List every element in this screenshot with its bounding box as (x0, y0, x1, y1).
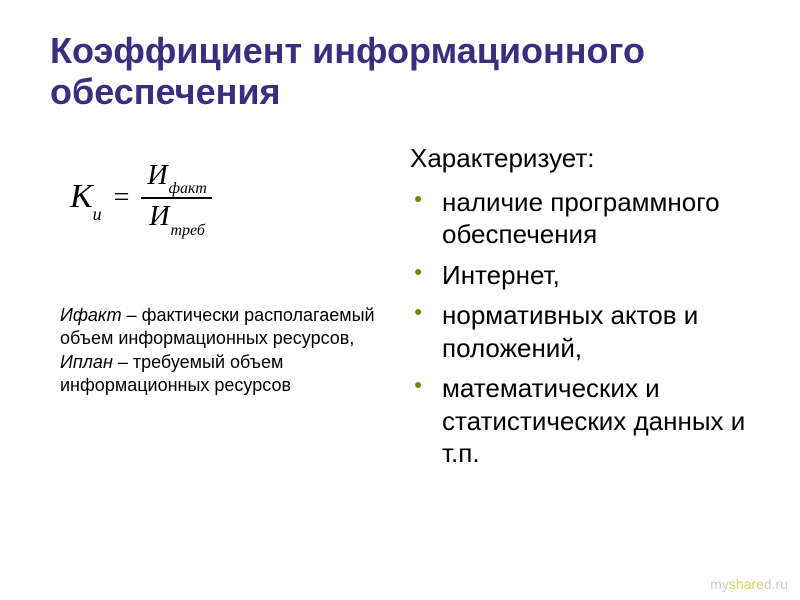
watermark-share: share (729, 576, 764, 592)
watermark-dru: d.ru (764, 576, 788, 592)
bullet-list: наличие программного обеспечения Интерне… (410, 186, 760, 470)
numerator-sub: факт (169, 180, 207, 197)
equals-sign: = (114, 182, 130, 214)
list-item: нормативных актов и положений, (410, 299, 760, 364)
list-item: Интернет, (410, 259, 760, 292)
numerator: Ифакт (141, 158, 211, 200)
left-column: Ки = Ифакт Итреб Ифакт – фактически расп… (50, 143, 380, 478)
watermark: myshared.ru (710, 576, 788, 592)
formula-lhs: Ки (70, 178, 102, 219)
fraction: Ифакт Итреб (141, 158, 211, 239)
list-item: математических и статистических данных и… (410, 372, 760, 470)
content-area: Ки = Ифакт Итреб Ифакт – фактически расп… (50, 143, 760, 478)
slide-container: Коэффициент информационного обеспечения … (0, 0, 800, 600)
slide-title: Коэффициент информационного обеспечения (50, 30, 760, 113)
characterizes-heading: Характеризует: (410, 143, 760, 174)
definitions: Ифакт – фактически располагаемый объем и… (50, 304, 380, 398)
formula-lhs-sub: и (93, 204, 102, 224)
denominator-var: И (149, 201, 169, 232)
denominator: Итреб (143, 199, 210, 239)
watermark-my: my (710, 576, 729, 592)
term-ifakt: Ифакт (60, 305, 122, 325)
formula: Ки = Ифакт Итреб (50, 158, 380, 239)
right-column: Характеризует: наличие программного обес… (410, 143, 760, 478)
numerator-var: И (147, 160, 167, 191)
list-item: наличие программного обеспечения (410, 186, 760, 251)
term-iplan: Иплан (60, 352, 113, 372)
denominator-sub: треб (170, 222, 205, 239)
formula-lhs-var: К (70, 178, 93, 215)
